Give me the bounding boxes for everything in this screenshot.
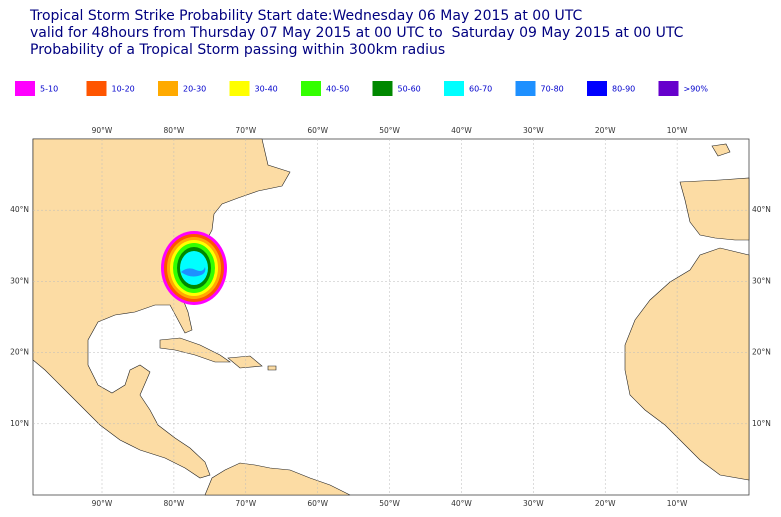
lon-label: 40°W [451, 126, 472, 135]
graticule: 90°W 90°W 80°W 80°W 70°W 70°W 60°W 60°W 50°W 50°W… [10, 126, 771, 508]
legend-swatch [372, 81, 393, 96]
lon-label: 80°W [164, 499, 185, 508]
legend-label: 70-80 [541, 85, 564, 94]
lon-label: 50°W [379, 499, 400, 508]
legend-label: 10-20 [112, 85, 135, 94]
legend-label: 5-10 [40, 85, 58, 94]
lon-label: 70°W [235, 126, 256, 135]
legend-label: >90% [684, 85, 709, 94]
puerto-rico [267, 365, 277, 371]
legend-swatch [229, 81, 250, 96]
legend-swatch [444, 81, 464, 96]
lat-label: 10°N [10, 419, 29, 428]
lon-label: 70°W [235, 499, 256, 508]
lon-label: 20°W [595, 499, 616, 508]
lat-label: 20°N [752, 348, 771, 357]
legend-label: 60-70 [469, 85, 492, 94]
lon-label: 60°W [307, 499, 328, 508]
title-line: valid for 48hours from Thursday 07 May 2… [30, 25, 684, 41]
lat-label: 30°N [10, 276, 29, 285]
titles: Tropical Storm Strike Probability Start … [29, 8, 684, 58]
legend-swatch [658, 81, 679, 96]
lat-label: 40°N [752, 205, 771, 214]
title-line: Probability of a Tropical Storm passing … [30, 42, 445, 58]
lon-label: 90°W [92, 499, 113, 508]
legend-swatch [515, 81, 536, 96]
contour-band [181, 267, 206, 277]
lat-label: 10°N [752, 419, 771, 428]
land [32, 138, 750, 496]
legend-label: 30-40 [255, 85, 278, 94]
lon-label: 10°W [667, 126, 688, 135]
legend-swatch [158, 81, 178, 96]
map: 90°W 90°W 80°W 80°W 70°W 70°W 60°W 60°W 50°W 50°W… [10, 126, 771, 508]
lon-label: 20°W [595, 126, 616, 135]
legend-swatch [587, 81, 607, 96]
ireland [711, 143, 731, 157]
lon-label: 90°W [92, 126, 113, 135]
legend-label: 20-30 [183, 85, 206, 94]
probability-contours [161, 231, 227, 305]
lon-label: 80°W [164, 126, 185, 135]
lon-label: 50°W [379, 126, 400, 135]
legend-label: 40-50 [326, 85, 349, 94]
lon-label: 60°W [307, 126, 328, 135]
legend-swatch [15, 81, 35, 96]
lat-label: 40°N [10, 205, 29, 214]
contour-band [180, 251, 208, 285]
north-america [32, 138, 291, 479]
iberia [679, 177, 750, 241]
lon-label: 40°W [451, 499, 472, 508]
legend-label: 80-90 [612, 85, 635, 94]
lat-label: 20°N [10, 348, 29, 357]
cuba [159, 337, 231, 363]
hispaniola [227, 355, 263, 369]
title-line: Tropical Storm Strike Probability Start … [29, 8, 583, 24]
lon-label: 10°W [667, 499, 688, 508]
lat-label: 30°N [752, 276, 771, 285]
lon-label: 30°W [523, 499, 544, 508]
lon-label: 30°W [523, 126, 544, 135]
legend-swatch [301, 81, 321, 96]
africa [624, 247, 750, 481]
legend: 5-10 10-20 20-30 30-40 40-50 50-60 60-70 70-80 8… [15, 81, 708, 96]
south-america [204, 462, 351, 496]
legend-swatch [86, 81, 107, 96]
legend-label: 50-60 [398, 85, 421, 94]
